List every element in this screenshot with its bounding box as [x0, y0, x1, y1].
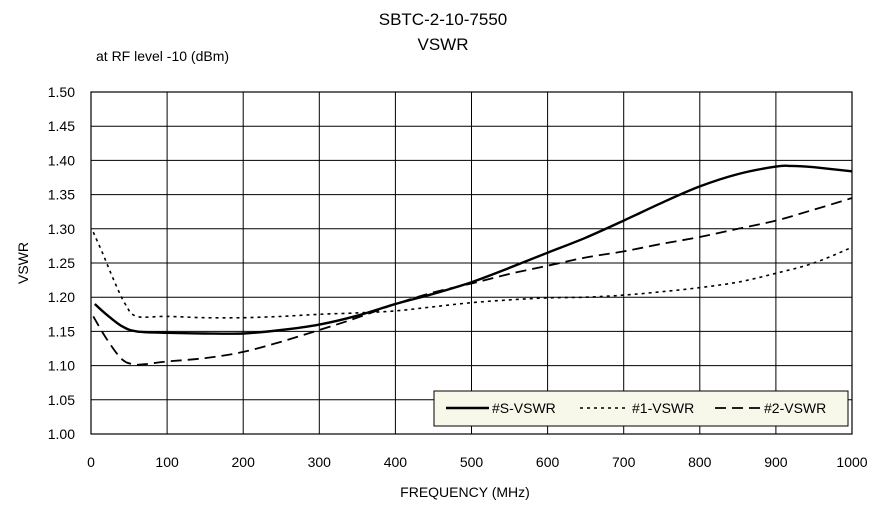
y-tick-label: 1.15	[48, 323, 75, 339]
y-tick-label: 1.25	[48, 255, 75, 271]
x-tick-label: 600	[536, 454, 560, 470]
legend-box	[433, 390, 849, 427]
chart-title: SBTC-2-10-7550	[378, 10, 508, 29]
y-tick-label: 1.10	[48, 358, 75, 374]
plot-frame	[90, 91, 853, 435]
x-tick-label: 100	[155, 454, 179, 470]
legend-label-s: #S-VSWR	[492, 400, 556, 416]
y-tick-label: 1.45	[48, 118, 75, 134]
x-tick-label: 900	[764, 454, 788, 470]
y-axis-label: VSWR	[15, 242, 31, 284]
x-tick-label: 400	[384, 454, 408, 470]
x-tick-labels: 0 100 200 300 400 500 600 700 800 900 1000	[87, 454, 868, 470]
x-tick-label: 0	[87, 454, 95, 470]
x-tick-label: 200	[232, 454, 256, 470]
y-tick-label: 1.20	[48, 289, 75, 305]
y-tick-label: 1.00	[48, 426, 75, 442]
x-tick-label: 1000	[836, 454, 867, 470]
y-tick-labels: 1.00 1.05 1.10 1.15 1.20 1.25 1.30 1.35 1.40 1.45…	[48, 84, 75, 442]
x-tick-label: 700	[612, 454, 636, 470]
x-axis-label: FREQUENCY (MHz)	[400, 484, 530, 500]
x-tick-label: 300	[308, 454, 332, 470]
series-line-2	[92, 197, 853, 366]
y-tick-label: 1.35	[48, 187, 75, 203]
legend-label-2: #2-VSWR	[764, 400, 826, 416]
grid-lines	[90, 91, 853, 435]
x-tick-label: 800	[688, 454, 712, 470]
legend-label-1: #1-VSWR	[632, 400, 694, 416]
rf-level-note: at RF level -10 (dBm)	[96, 48, 230, 64]
y-tick-label: 1.30	[48, 221, 75, 237]
legend: #S-VSWR #1-VSWR #2-VSWR	[433, 390, 849, 427]
y-tick-label: 1.40	[48, 152, 75, 168]
chart-subtitle: VSWR	[417, 35, 469, 54]
y-tick-label: 1.50	[48, 84, 75, 100]
series-lines	[92, 164, 853, 366]
y-tick-label: 1.05	[48, 392, 75, 408]
x-tick-label: 500	[460, 454, 484, 470]
